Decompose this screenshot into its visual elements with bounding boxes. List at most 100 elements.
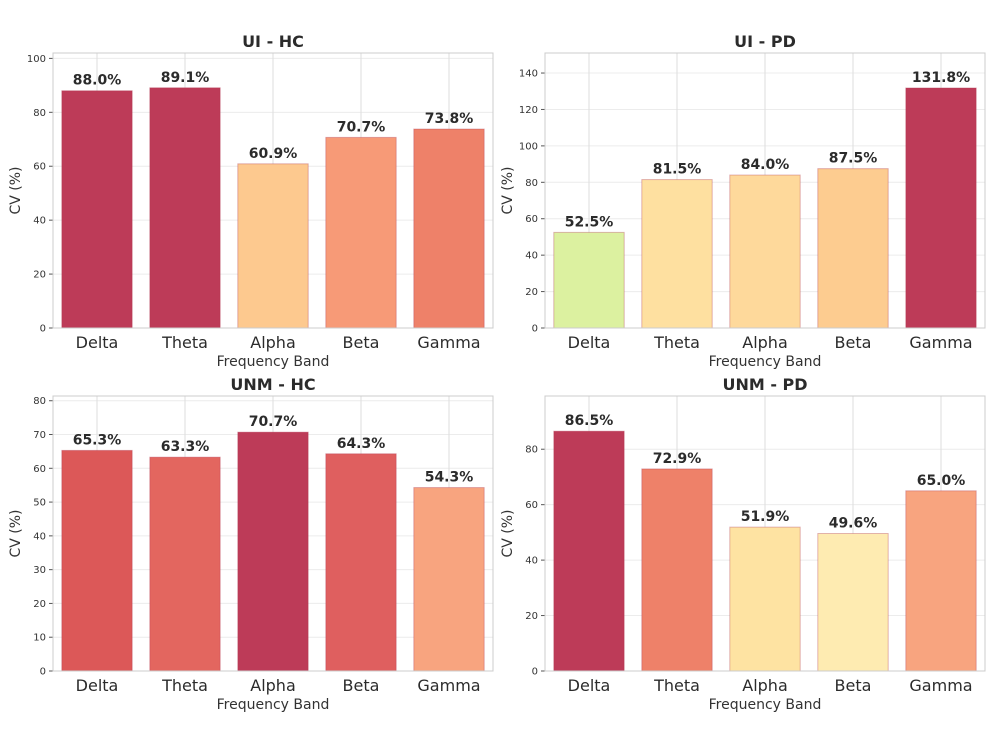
plot-frame [544, 395, 986, 672]
plot-frame [52, 52, 494, 329]
y-tick-label: 70 [33, 430, 46, 441]
data-label: 88.0% [73, 73, 122, 89]
chart-title: UNM - HC [230, 375, 315, 394]
y-axis-label: CV (%) [500, 166, 516, 214]
data-label: 87.5% [829, 151, 878, 167]
bar-alpha [729, 174, 801, 329]
y-tick-label: 80 [33, 396, 46, 407]
x-tick-label: Delta [76, 333, 119, 352]
bar-beta [817, 533, 889, 672]
x-tick-label: Alpha [742, 676, 788, 695]
bar-alpha [729, 526, 801, 672]
data-label: 64.3% [337, 436, 386, 452]
bar-gamma [905, 87, 977, 329]
chart-ui-hc: 0 20 40 60 80 100 88.0% Delta 89.1% Theta 60.9% Alp… [8, 32, 494, 370]
data-label: 86.5% [565, 413, 614, 429]
x-tick-label: Theta [653, 333, 700, 352]
x-axis-label: Frequency Band [217, 697, 330, 713]
y-tick-label: 50 [33, 498, 46, 509]
data-label: 70.7% [337, 119, 386, 135]
x-tick-label: Beta [343, 676, 380, 695]
x-tick-label: Gamma [417, 333, 480, 352]
y-tick-label: 20 [33, 270, 46, 281]
data-label: 51.9% [741, 509, 790, 525]
data-label: 72.9% [653, 451, 702, 467]
x-tick-label: Theta [161, 676, 208, 695]
y-tick-label: 100 [519, 141, 538, 152]
x-tick-label: Gamma [909, 676, 972, 695]
chart-title: UNM - PD [722, 375, 807, 394]
y-axis-label: CV (%) [8, 509, 24, 557]
data-label: 81.5% [653, 162, 702, 178]
bar-gamma [413, 487, 485, 672]
x-tick-label: Delta [76, 676, 119, 695]
x-tick-label: Theta [161, 333, 208, 352]
x-tick-label: Beta [835, 333, 872, 352]
plot-frame [544, 52, 986, 329]
y-tick-label: 60 [33, 464, 46, 475]
y-tick-label: 80 [525, 445, 538, 456]
bar-delta [553, 231, 625, 329]
y-tick-label: 60 [525, 214, 538, 225]
y-tick-label: 100 [27, 54, 46, 65]
chart-title: UI - PD [734, 32, 796, 51]
bar-alpha [237, 431, 309, 672]
x-tick-label: Alpha [250, 676, 296, 695]
data-label: 65.3% [73, 432, 122, 448]
x-tick-label: Delta [568, 676, 611, 695]
bar-beta [817, 168, 889, 329]
data-label: 89.1% [161, 70, 210, 86]
data-label: 54.3% [425, 470, 474, 486]
bar-gamma [413, 128, 485, 329]
chart-title: UI - HC [242, 32, 304, 51]
y-tick-label: 0 [532, 324, 538, 335]
y-tick-label: 120 [519, 105, 538, 116]
x-tick-label: Beta [835, 676, 872, 695]
x-axis-label: Frequency Band [709, 697, 822, 713]
y-tick-label: 80 [525, 178, 538, 189]
chart-ui-pd: 0 20 40 60 80 100 120 140 52.5% Delta 81.5% Theta 84… [500, 32, 986, 370]
x-tick-label: Gamma [909, 333, 972, 352]
y-tick-label: 20 [33, 599, 46, 610]
y-tick-label: 0 [532, 667, 538, 678]
y-axis-label: CV (%) [500, 509, 516, 557]
y-tick-label: 40 [33, 531, 46, 542]
bar-theta [149, 456, 221, 672]
bar-delta [61, 449, 133, 672]
data-label: 65.0% [917, 473, 966, 489]
y-tick-label: 10 [33, 633, 46, 644]
chart-unm-hc: 0 10 20 30 40 50 60 70 80 65.3% Delta 63.3% Theta 70.… [8, 375, 494, 713]
data-label: 49.6% [829, 516, 878, 532]
bar-theta [641, 179, 713, 329]
y-axis-label: CV (%) [8, 166, 24, 214]
bar-theta [641, 468, 713, 672]
chart-unm-pd: 0 20 40 60 80 86.5% Delta 72.9% Theta 51.9% Alpha 4… [500, 375, 986, 713]
bar-delta [553, 430, 625, 672]
plot-frame [52, 395, 494, 672]
data-label: 131.8% [912, 70, 970, 86]
y-tick-label: 40 [525, 556, 538, 567]
bar-gamma [905, 490, 977, 672]
x-tick-label: Delta [568, 333, 611, 352]
y-tick-label: 30 [33, 565, 46, 576]
x-tick-label: Beta [343, 333, 380, 352]
data-label: 84.0% [741, 157, 790, 173]
bar-beta [325, 136, 397, 329]
y-tick-label: 0 [40, 667, 46, 678]
y-tick-label: 20 [525, 611, 538, 622]
x-axis-label: Frequency Band [217, 354, 330, 370]
bar-alpha [237, 163, 309, 329]
y-tick-label: 20 [525, 287, 538, 298]
y-tick-label: 40 [33, 216, 46, 227]
y-tick-label: 140 [519, 69, 538, 80]
data-label: 70.7% [249, 414, 298, 430]
y-tick-label: 80 [33, 108, 46, 119]
x-tick-label: Gamma [417, 676, 480, 695]
x-tick-label: Theta [653, 676, 700, 695]
x-tick-label: Alpha [250, 333, 296, 352]
bar-beta [325, 453, 397, 672]
data-label: 63.3% [161, 439, 210, 455]
y-tick-label: 60 [33, 162, 46, 173]
data-label: 73.8% [425, 111, 474, 127]
